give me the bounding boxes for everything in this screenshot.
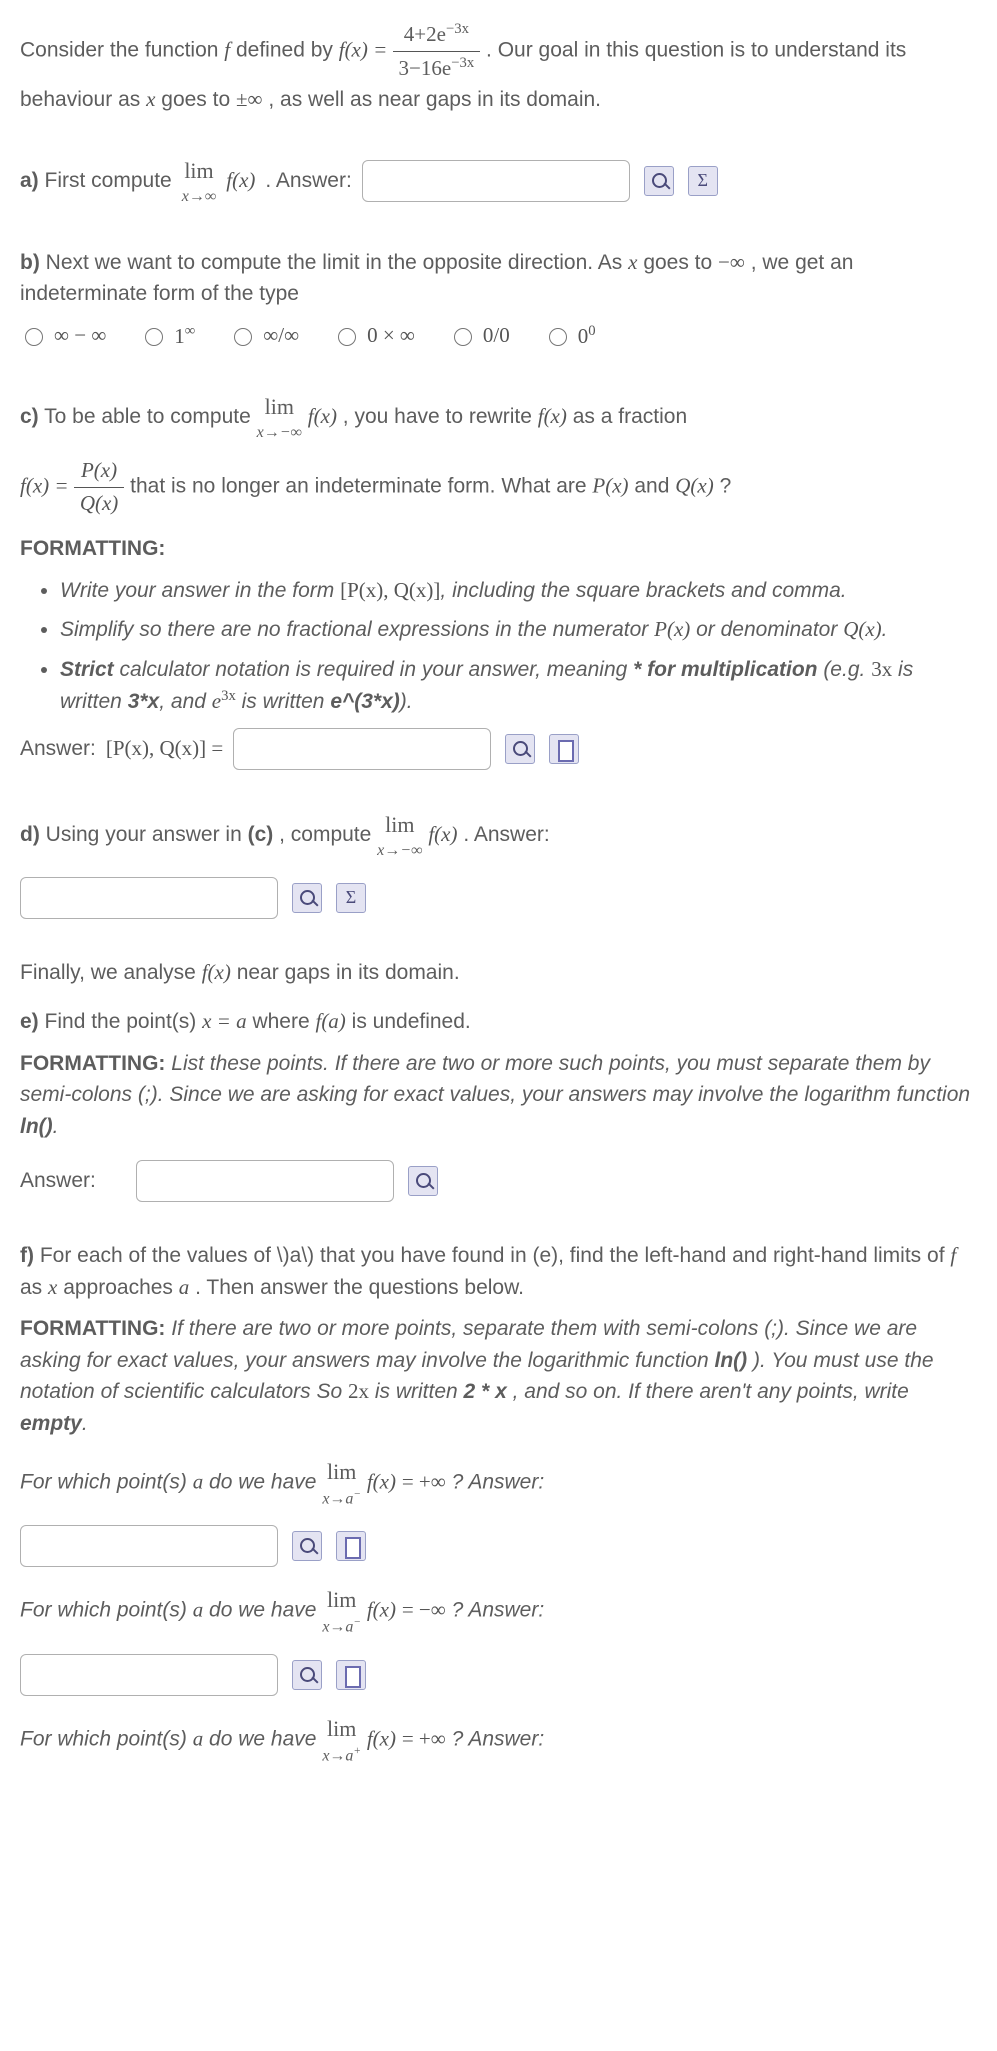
page-icon[interactable] bbox=[549, 734, 579, 764]
text: . Answer: bbox=[265, 165, 351, 197]
text: First compute bbox=[39, 169, 172, 192]
part-c: c) To be able to compute lim x→−∞ f(x) ,… bbox=[20, 390, 977, 770]
part-b-label: b) bbox=[20, 251, 40, 274]
radio-option-5[interactable]: 00 bbox=[544, 320, 596, 353]
part-d: d) Using your answer in (c) , compute li… bbox=[20, 808, 977, 919]
formatting-label: FORMATTING: bbox=[20, 533, 977, 565]
fraction-pq: P(x) Q(x) bbox=[74, 455, 124, 519]
gap-intro: Finally, we analyse f(x) near gaps in it… bbox=[20, 957, 977, 989]
preview-icon[interactable] bbox=[292, 1531, 322, 1561]
part-d-label: d) bbox=[20, 823, 40, 846]
format-item: Strict calculator notation is required i… bbox=[60, 654, 977, 718]
limit-expr: lim x→∞ bbox=[182, 154, 217, 209]
part-e-label: e) bbox=[20, 1010, 39, 1033]
radio-option-4[interactable]: 0/0 bbox=[449, 320, 510, 353]
part-f: f) For each of the values of \)a\) that … bbox=[20, 1240, 977, 1768]
formatting-text: FORMATTING: If there are two or more poi… bbox=[20, 1313, 977, 1439]
answer-label: Answer: bbox=[20, 1165, 96, 1197]
fraction: 4+2e−3x 3−16e−3x bbox=[393, 18, 481, 84]
preview-icon[interactable] bbox=[292, 883, 322, 913]
preview-icon[interactable] bbox=[505, 734, 535, 764]
page-icon[interactable] bbox=[336, 1660, 366, 1690]
preview-icon[interactable] bbox=[408, 1166, 438, 1196]
math-pm-inf: ±∞ bbox=[236, 87, 263, 111]
math-x: x bbox=[146, 87, 155, 111]
formatting-list: Write your answer in the form [P(x), Q(x… bbox=[20, 575, 977, 718]
preview-icon[interactable] bbox=[644, 166, 674, 196]
radio-options: ∞ − ∞ 1∞ ∞/∞ 0 × ∞ 0/0 00 bbox=[20, 320, 977, 353]
radio-option-2[interactable]: ∞/∞ bbox=[229, 320, 299, 353]
sigma-icon[interactable] bbox=[336, 883, 366, 913]
format-item: Write your answer in the form [P(x), Q(x… bbox=[60, 575, 977, 607]
text: defined by bbox=[236, 39, 339, 62]
text: Consider the function bbox=[20, 39, 224, 62]
limit-expr: lim x→−∞ bbox=[377, 808, 422, 863]
page-icon[interactable] bbox=[336, 1531, 366, 1561]
radio-option-0[interactable]: ∞ − ∞ bbox=[20, 320, 106, 353]
answer-f1-input[interactable] bbox=[20, 1525, 278, 1567]
answer-f2-input[interactable] bbox=[20, 1654, 278, 1696]
answer-d-input[interactable] bbox=[20, 877, 278, 919]
question-f3: For which point(s) a do we have limx→a+ … bbox=[20, 1712, 977, 1768]
part-f-label: f) bbox=[20, 1244, 34, 1267]
part-c-label: c) bbox=[20, 405, 39, 428]
part-a-label: a) bbox=[20, 169, 39, 192]
math-fx: f(x) bbox=[226, 165, 255, 197]
text: , as well as near gaps in its domain. bbox=[268, 88, 601, 111]
formatting-text: FORMATTING: List these points. If there … bbox=[20, 1048, 977, 1143]
answer-a-input[interactable] bbox=[362, 160, 630, 202]
answer-e-input[interactable] bbox=[136, 1160, 394, 1202]
sigma-icon[interactable] bbox=[688, 166, 718, 196]
limit-expr: lim x→−∞ bbox=[257, 390, 302, 445]
text: goes to bbox=[161, 88, 236, 111]
answer-c-input[interactable] bbox=[233, 728, 491, 770]
format-item: Simplify so there are no fractional expr… bbox=[60, 614, 977, 646]
math-f: f bbox=[224, 38, 230, 62]
math-fx: f(x) = bbox=[339, 38, 393, 62]
radio-option-1[interactable]: 1∞ bbox=[140, 320, 195, 353]
answer-label: Answer: bbox=[20, 733, 96, 765]
text: Next we want to compute the limit in the… bbox=[46, 251, 628, 274]
part-e: e) Find the point(s) x = a where f(a) is… bbox=[20, 1006, 977, 1202]
radio-option-3[interactable]: 0 × ∞ bbox=[333, 320, 415, 353]
intro-text: Consider the function f defined by f(x) … bbox=[20, 18, 977, 116]
part-b: b) Next we want to compute the limit in … bbox=[20, 247, 977, 353]
part-a: a) First compute lim x→∞ f(x) . Answer: bbox=[20, 154, 977, 209]
question-f1: For which point(s) a do we have limx→a− … bbox=[20, 1455, 977, 1511]
question-f2: For which point(s) a do we have limx→a− … bbox=[20, 1583, 977, 1639]
preview-icon[interactable] bbox=[292, 1660, 322, 1690]
